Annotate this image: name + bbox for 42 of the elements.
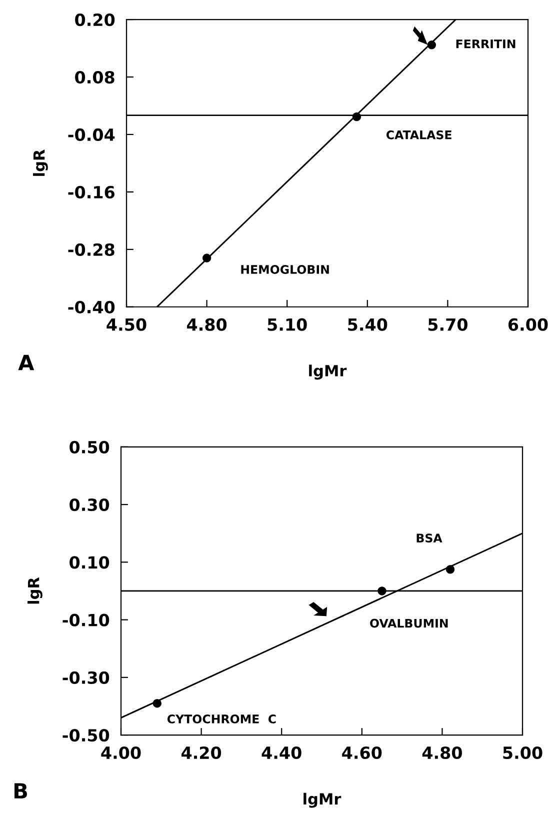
y-tick-label: -0.10 (62, 614, 110, 626)
x-tick-label: 4.20 (181, 746, 222, 760)
y-tick-label: -0.40 (68, 300, 115, 314)
point (378, 586, 386, 596)
annotation: BSA (416, 534, 442, 543)
annotation: FERRITIN (456, 40, 516, 48)
y-axis-title: lgR (28, 577, 42, 604)
x-tick-label: 4.50 (106, 318, 146, 331)
point (352, 112, 362, 122)
x-tick-label: 4.60 (342, 746, 382, 760)
point (152, 698, 162, 708)
x-tick-label: 4.80 (186, 318, 227, 331)
y-tick-label: -0.04 (68, 128, 115, 142)
x-tick-label: 6.00 (508, 318, 548, 331)
x-tick-label: 4.80 (422, 746, 462, 760)
annotation: CATALASE (386, 130, 452, 140)
point (202, 254, 212, 262)
y-axis-title: lgR (33, 150, 48, 176)
x-axis-title: lgMr (309, 364, 347, 380)
point (427, 40, 436, 50)
x-axis-title: lgMr (304, 792, 342, 808)
x-tick-label: 4.40 (262, 746, 302, 760)
annotation: HEMOGLOBIN (241, 265, 329, 274)
y-tick-label: -0.16 (68, 186, 114, 199)
y-tick-label: 0.08 (75, 70, 114, 84)
y-tick-label: -0.28 (68, 243, 114, 256)
y-tick-label: 0.30 (70, 498, 110, 512)
x-tick-label: 5.00 (503, 746, 542, 760)
y-tick-label: 0.10 (70, 556, 110, 569)
point (446, 564, 455, 574)
y-tick-label: 0.50 (70, 440, 110, 454)
x-tick-label: 5.40 (348, 318, 388, 331)
y-tick-label: 0.20 (75, 14, 115, 26)
text: A (18, 354, 34, 370)
y-tick-label: -0.30 (62, 671, 110, 684)
x-tick-label: 4.00 (101, 746, 141, 760)
annotation: OVALBUMIN (370, 618, 448, 628)
annotation: CYTOCHROME C (167, 714, 276, 724)
x-tick-label: 5.70 (428, 318, 468, 331)
text: B (14, 783, 28, 798)
x-tick-label: 5.10 (268, 318, 307, 331)
y-tick-label: -0.50 (62, 729, 110, 742)
